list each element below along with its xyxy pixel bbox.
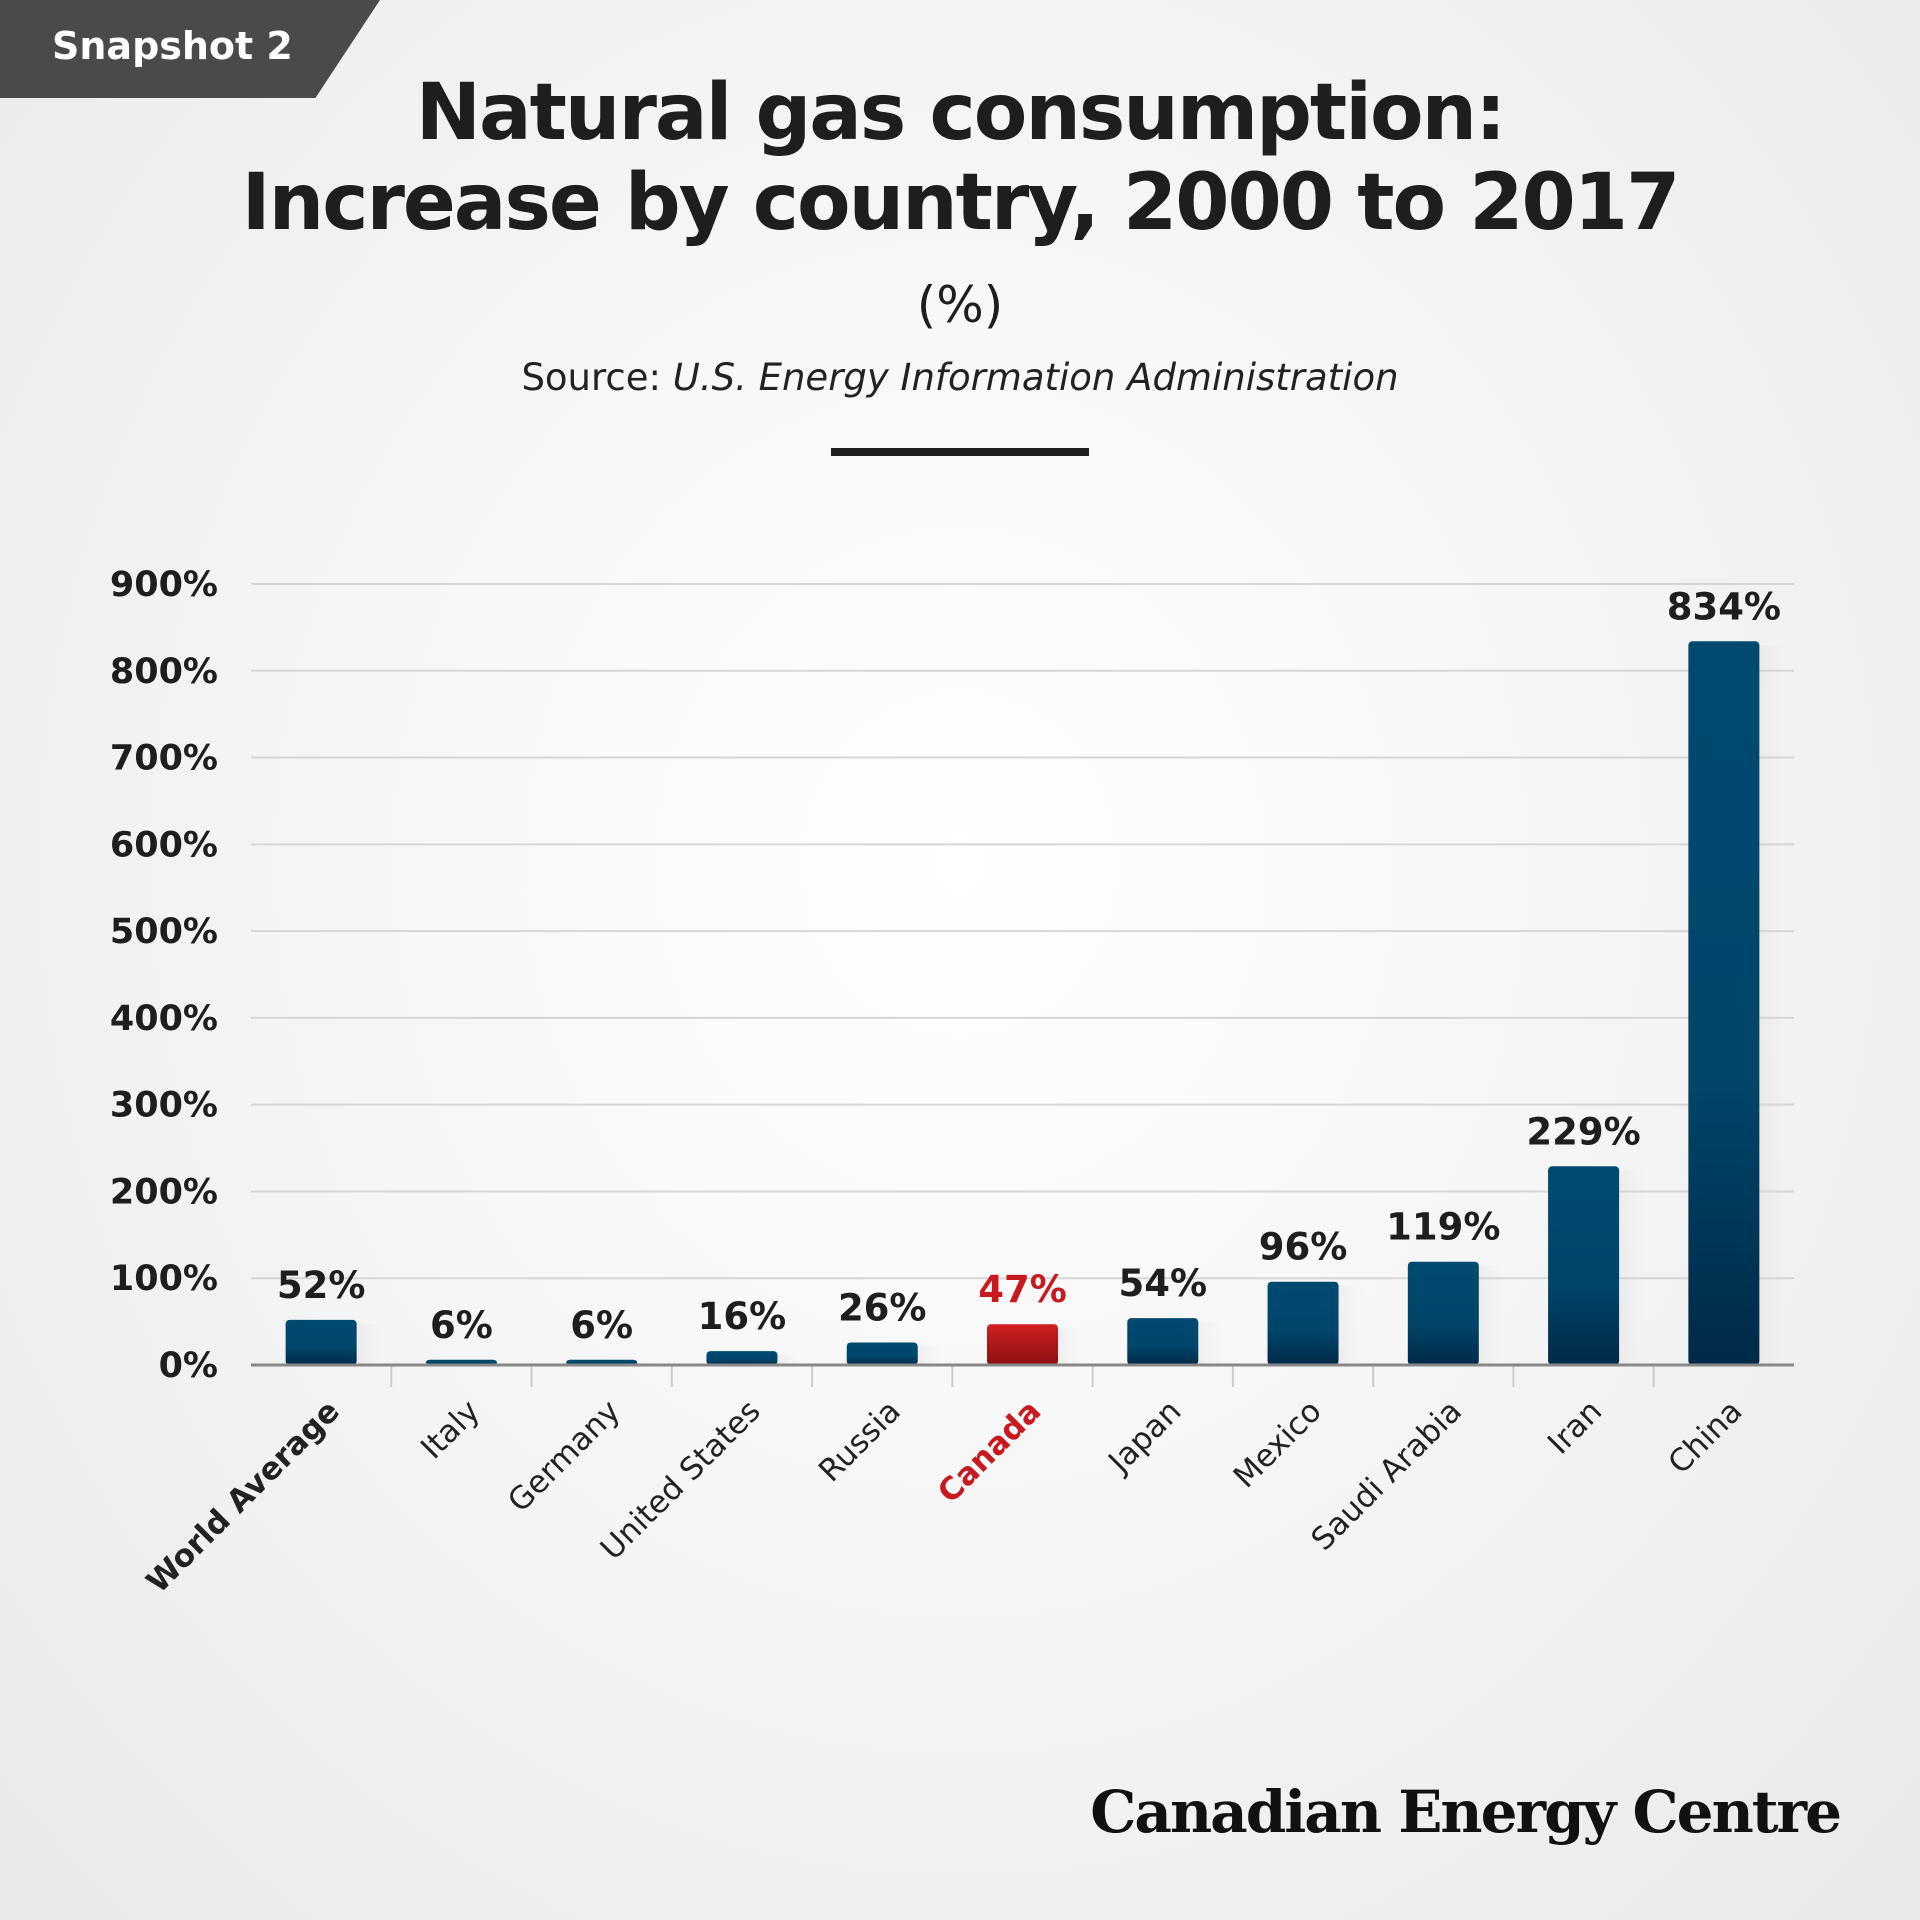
- data-label: 47%: [978, 1268, 1067, 1311]
- y-tick-label: 500%: [110, 912, 218, 952]
- y-tick-label: 100%: [110, 1259, 218, 1299]
- canadian-energy-centre-logo: Canadian Energy Centre: [1090, 1778, 1842, 1846]
- badge-label: Snapshot 2: [52, 24, 293, 68]
- bar-russia: [846, 1342, 918, 1365]
- y-tick-label: 600%: [110, 825, 218, 865]
- data-label: 119%: [1386, 1206, 1500, 1249]
- y-tick-label: 200%: [110, 1172, 218, 1212]
- source-name: U.S. Energy Information Administration: [672, 356, 1399, 399]
- title-line-2: Increase by country, 2000 to 2017: [241, 158, 1681, 248]
- bar-united-states: [706, 1351, 778, 1365]
- bar-world-average: [285, 1319, 357, 1365]
- x-tick-label: Saudi Arabia: [1304, 1393, 1469, 1558]
- title-line-1: Natural gas consumption:: [415, 68, 1507, 158]
- y-tick-label: 700%: [110, 739, 218, 779]
- y-tick-label: 900%: [110, 565, 218, 605]
- x-tick-label: Germany: [501, 1393, 627, 1519]
- unit-label: (%): [916, 276, 1004, 334]
- bar-saudi-arabia: [1407, 1261, 1479, 1365]
- y-tick-label: 300%: [110, 1086, 218, 1126]
- chart-title: Natural gas consumption: Increase by cou…: [0, 68, 1920, 248]
- bar-mexico: [1267, 1281, 1339, 1365]
- y-tick-label: 400%: [110, 999, 218, 1039]
- x-tick-label: Canada: [931, 1393, 1048, 1510]
- x-tick-label: Italy: [414, 1393, 487, 1466]
- data-label: 229%: [1526, 1110, 1640, 1153]
- divider: [831, 448, 1089, 456]
- data-label: 26%: [838, 1286, 927, 1329]
- data-label: 16%: [698, 1295, 787, 1338]
- source-prefix: Source:: [521, 356, 661, 399]
- x-tick-label: Russia: [812, 1393, 908, 1489]
- x-tick-label: Iran: [1541, 1393, 1609, 1461]
- data-label: 834%: [1667, 585, 1781, 628]
- x-tick-label: Japan: [1100, 1393, 1188, 1481]
- bar-iran: [1548, 1166, 1620, 1365]
- y-tick-label: 0%: [159, 1346, 218, 1386]
- data-label: 52%: [277, 1264, 366, 1307]
- data-label: 6%: [430, 1304, 493, 1347]
- x-tick-label: Mexico: [1227, 1393, 1329, 1495]
- data-label: 54%: [1118, 1262, 1207, 1305]
- data-label: 96%: [1259, 1226, 1348, 1269]
- bar-japan: [1127, 1318, 1199, 1365]
- y-tick-label: 800%: [110, 652, 218, 692]
- snapshot-badge: Snapshot 2: [0, 0, 380, 98]
- x-tick-label: World Average: [140, 1393, 347, 1600]
- x-tick-label: China: [1661, 1393, 1749, 1481]
- data-label: 6%: [570, 1304, 633, 1347]
- bar-canada: [987, 1324, 1058, 1365]
- source-line: Source: U.S. Energy Information Administ…: [0, 356, 1920, 399]
- bar-china: [1688, 641, 1760, 1365]
